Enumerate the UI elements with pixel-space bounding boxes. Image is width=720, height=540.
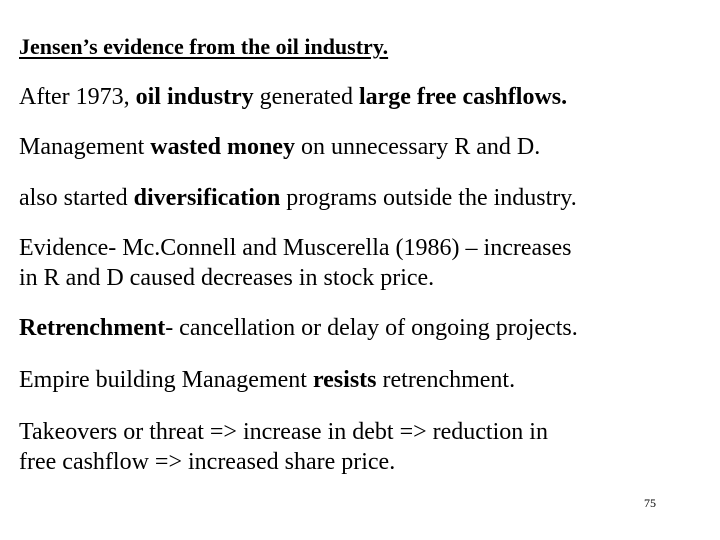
- paragraph-evidence: Evidence- Mc.Connell and Muscerella (198…: [19, 233, 571, 293]
- text-segment: retrenchment.: [376, 367, 516, 393]
- paragraph-wasted-money: Management wasted money on unnecessary R…: [19, 132, 540, 162]
- text-segment: on unnecessary R and D.: [294, 134, 541, 160]
- paragraph-empire-building: Empire building Management resists retre…: [19, 365, 515, 395]
- page-number: 75: [644, 496, 656, 510]
- text-segment: generated: [253, 84, 359, 110]
- bold-text: wasted money: [150, 134, 295, 160]
- paragraph-retrenchment: Retrenchment- cancellation or delay of o…: [19, 313, 578, 343]
- text-segment: Empire building Management: [19, 367, 313, 393]
- bold-text: resists: [312, 367, 377, 393]
- text-line: in R and D caused decreases in stock pri…: [19, 265, 435, 291]
- paragraph-diversification: also started diversification programs ou…: [19, 183, 577, 213]
- paragraph-oil-cashflows: After 1973, oil industry generated large…: [19, 82, 567, 112]
- text-line: Takeovers or threat => increase in debt …: [19, 419, 548, 445]
- text-line: Evidence- Mc.Connell and Muscerella (198…: [19, 235, 572, 261]
- text-segment: - cancellation or delay of ongoing proje…: [165, 315, 578, 341]
- text-segment: also started: [19, 185, 134, 211]
- text-segment: After 1973,: [19, 84, 136, 110]
- text-line: free cashflow => increased share price.: [19, 449, 396, 475]
- text-segment: programs outside the industry.: [280, 185, 577, 211]
- slide-title: Jensen’s evidence from the oil industry.: [19, 34, 389, 59]
- text-segment: Management: [19, 134, 151, 160]
- bold-text: oil industry: [135, 84, 254, 110]
- bold-text: Retrenchment: [19, 315, 166, 341]
- bold-text: large free cashflows.: [358, 84, 568, 110]
- paragraph-takeovers: Takeovers or threat => increase in debt …: [19, 417, 548, 477]
- bold-text: diversification: [133, 185, 281, 211]
